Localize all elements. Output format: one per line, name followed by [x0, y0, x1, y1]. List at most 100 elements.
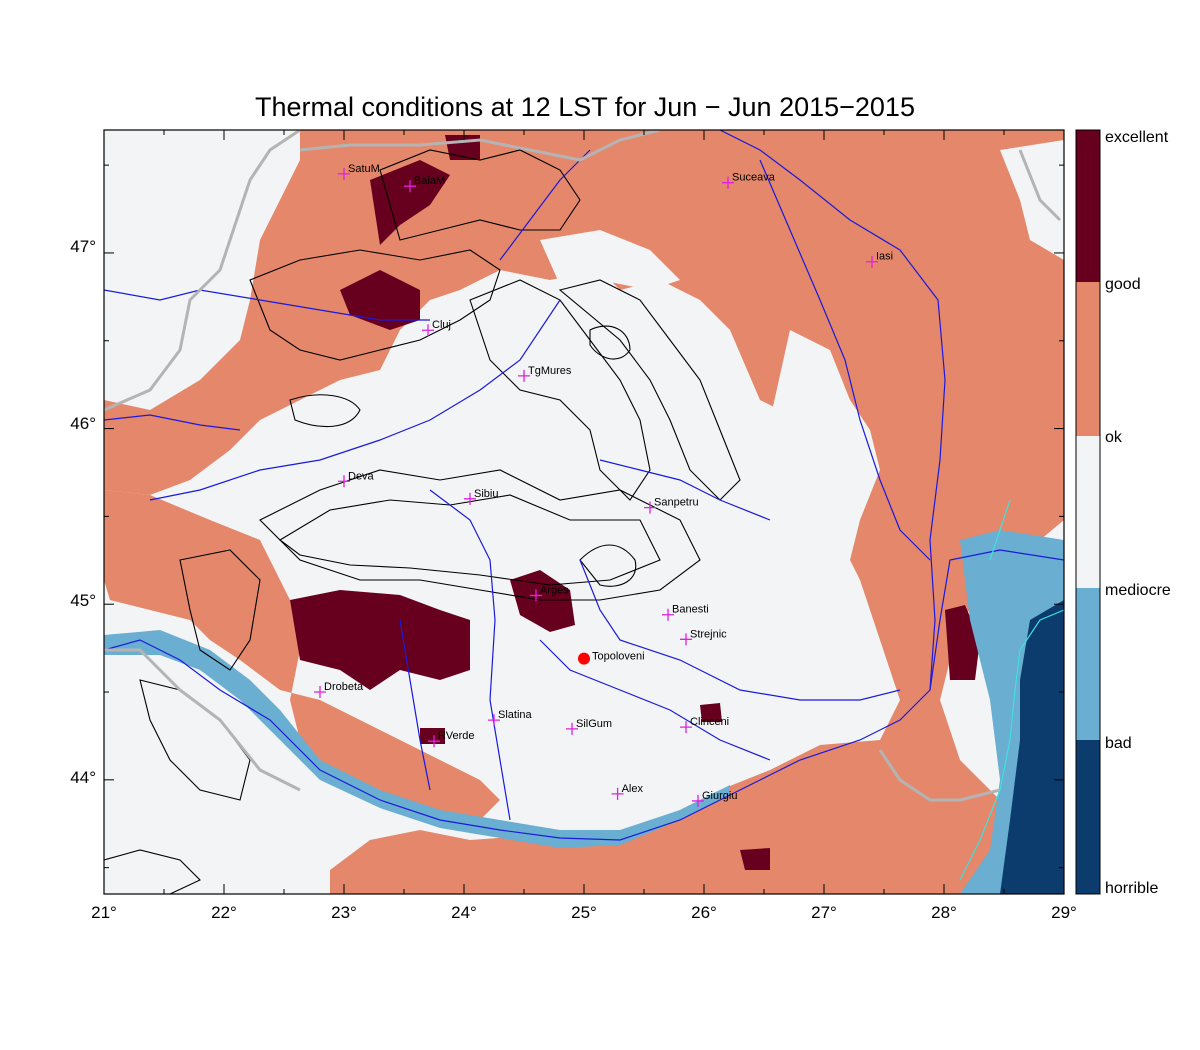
x-axis-labels: 21° 22° 23° 24° 25° 26° 27° 28° 29° — [91, 903, 1077, 922]
city-label: TgMures — [528, 365, 572, 377]
city-label: Slatina — [498, 709, 533, 721]
legend-label-excellent: excellent — [1105, 129, 1169, 146]
legend-label-horrible: horrible — [1105, 880, 1158, 897]
excellent-zone-arges — [510, 570, 575, 632]
x-tick-label: 29° — [1051, 903, 1077, 922]
legend-label-ok: ok — [1105, 429, 1123, 446]
city-cross-icon — [518, 369, 530, 382]
city-cross-icon — [866, 255, 878, 268]
city-label: Alex — [622, 783, 644, 795]
city-label: Iasi — [876, 251, 893, 263]
city-cross-icon — [566, 722, 578, 735]
city-cross-icon — [338, 475, 350, 488]
city-cross-icon — [680, 721, 692, 734]
rivers — [104, 130, 1064, 841]
ok-patch-north — [540, 230, 680, 290]
city-marker: Arges — [530, 584, 569, 602]
city-label: BaiaM — [414, 175, 445, 187]
city-cross-icon — [404, 180, 416, 193]
legend-swatch-good — [1076, 282, 1100, 436]
x-tick-label: 23° — [331, 903, 357, 922]
city-cross-icon — [428, 735, 440, 748]
city-marker: Sibiu — [464, 488, 498, 505]
city-label: Sibiu — [474, 488, 498, 500]
city-label: RVerde — [438, 730, 475, 742]
ok-patch-carpathian — [380, 500, 600, 580]
map-area: SatuM BaiaM Suceava Iasi Cluj TgMures Deva Sibi… — [104, 130, 1064, 894]
city-label: Strejnic — [690, 628, 727, 640]
city-cross-icon — [338, 167, 350, 180]
city-cross-icon — [422, 324, 434, 337]
city-marker: Clinceni — [680, 716, 729, 734]
legend-label-good: good — [1105, 276, 1141, 293]
map-title: Thermal conditions at 12 LST for Jun − J… — [255, 92, 915, 122]
x-tick-label: 22° — [211, 903, 237, 922]
city-marker: SilGum — [566, 718, 612, 735]
excellent-zone-baiam — [370, 160, 450, 245]
legend-frame — [1075, 129, 1101, 895]
city-label: Cluj — [432, 319, 451, 331]
ok-patch-east — [770, 330, 880, 600]
excellent-zone-clinceni — [700, 703, 722, 722]
city-cross-icon — [488, 714, 500, 727]
city-marker: Iasi — [866, 251, 893, 268]
good-zone-southwest — [104, 490, 500, 820]
x-tick-label: 28° — [931, 903, 957, 922]
city-label: Giurgiu — [702, 790, 737, 802]
city-marker: Sanpetru — [644, 497, 699, 514]
legend-swatch-excellent — [1076, 130, 1100, 282]
city-marker: BaiaM — [404, 175, 445, 193]
y-tick-label: 45° — [70, 591, 96, 610]
legend-colorbar: excellent good ok mediocre bad horrible — [1075, 129, 1171, 897]
city-cross-icon — [692, 794, 704, 807]
bad-zone-sea — [1000, 600, 1064, 894]
country-borders — [104, 130, 1062, 802]
x-tick-label: 27° — [811, 903, 837, 922]
city-markers: SatuM BaiaM Suceava Iasi Cluj TgMures Deva Sibi… — [314, 163, 893, 807]
city-cross-icon — [611, 787, 624, 800]
city-label: Arges — [540, 584, 569, 596]
city-marker: Banesti — [662, 604, 709, 621]
ok-patch-northeast — [1000, 140, 1064, 260]
city-label: Banesti — [672, 604, 709, 616]
city-cross-icon — [314, 686, 326, 699]
city-cross-icon — [464, 492, 476, 505]
city-cross-icon — [722, 176, 734, 189]
coastline — [959, 499, 1064, 881]
city-marker: Slatina — [488, 709, 533, 727]
city-marker: Suceava — [722, 172, 776, 189]
x-tick-label: 26° — [691, 903, 717, 922]
x-tick-label: 24° — [451, 903, 477, 922]
city-marker: SatuM — [338, 163, 380, 180]
y-tick-label: 47° — [70, 237, 96, 256]
city-marker: RVerde — [428, 730, 475, 748]
city-label: Sanpetru — [654, 497, 699, 509]
x-tick-label: 21° — [91, 903, 117, 922]
city-label: Suceava — [732, 172, 776, 184]
city-cross-icon — [680, 633, 692, 646]
legend-swatch-mediocre — [1076, 588, 1100, 740]
city-label: Clinceni — [690, 716, 729, 728]
ok-patch-center — [430, 380, 500, 450]
legend-label-mediocre: mediocre — [1105, 582, 1171, 599]
city-label: SilGum — [576, 718, 612, 730]
city-marker: Cluj — [422, 319, 451, 337]
excellent-zone-southwest-carpathians — [290, 590, 470, 690]
axis-ticks — [103, 130, 1065, 894]
excellent-zone-cluj — [340, 270, 420, 330]
city-label: Deva — [348, 470, 375, 482]
mediocre-zone-danube — [104, 630, 730, 848]
city-label: Drobeta — [324, 681, 364, 693]
legend-swatch-bad — [1076, 740, 1100, 894]
city-marker: TgMures — [518, 365, 572, 382]
y-axis-labels: 44° 45° 46° 47° — [70, 237, 96, 787]
highlight-location-marker — [578, 652, 590, 665]
legend-label-bad: bad — [1105, 735, 1132, 752]
x-tick-label: 25° — [571, 903, 597, 922]
city-cross-icon — [644, 501, 656, 514]
city-marker: Strejnic — [680, 628, 727, 646]
city-marker: Deva — [338, 470, 375, 488]
city-marker: Drobeta — [314, 681, 364, 699]
excellent-zone-rverde — [420, 728, 445, 744]
